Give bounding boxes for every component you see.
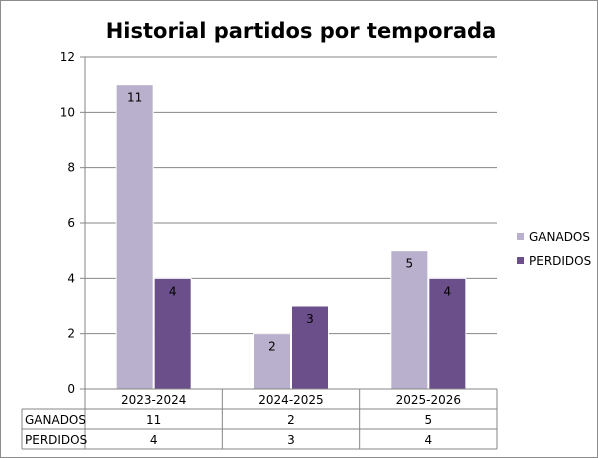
legend-swatch-ganados bbox=[517, 233, 524, 240]
data-label: 4 bbox=[169, 284, 177, 298]
data-table: 2023-2024 2024-2025 2025-2026 GANADOS 11 2 5 PE… bbox=[21, 388, 498, 450]
y-tick-label: 10 bbox=[60, 105, 75, 119]
bar-ganados-2024-2025 bbox=[253, 333, 291, 390]
bar-ganados-2023-2024 bbox=[115, 84, 154, 390]
table-row-label: GANADOS bbox=[25, 413, 86, 427]
bar-perdidos-2023-2024 bbox=[153, 277, 192, 390]
legend: GANADOS PERDIDOS bbox=[517, 230, 591, 268]
y-tick-label: 0 bbox=[67, 382, 75, 396]
x-tick-label: 2025-2026 bbox=[396, 393, 461, 407]
legend-label-ganados: GANADOS bbox=[529, 230, 590, 244]
y-axis-ticks: 0 2 4 6 8 10 12 bbox=[60, 50, 75, 396]
table-cell: 5 bbox=[425, 413, 433, 427]
y-tick-label: 6 bbox=[67, 216, 75, 230]
bars: 11 4 2 3 5 4 bbox=[115, 84, 467, 390]
data-label: 4 bbox=[444, 284, 452, 298]
table-cell: 4 bbox=[150, 433, 158, 447]
x-tick-label: 2024-2025 bbox=[258, 393, 323, 407]
y-tick-label: 2 bbox=[67, 327, 75, 341]
table-cell: 11 bbox=[146, 413, 161, 427]
bar-ganados-2025-2026 bbox=[390, 250, 429, 390]
table-cell: 2 bbox=[287, 413, 295, 427]
bar-perdidos-2024-2025 bbox=[291, 305, 329, 390]
chart-title: Historial partidos por temporada bbox=[106, 19, 497, 43]
legend-label-perdidos: PERDIDOS bbox=[529, 254, 591, 268]
table-cell: 3 bbox=[287, 433, 295, 447]
table-cell: 4 bbox=[425, 433, 433, 447]
data-label: 3 bbox=[306, 312, 314, 326]
y-tick-label: 12 bbox=[60, 50, 75, 64]
table-row-label: PERDIDOS bbox=[25, 433, 87, 447]
y-tick-label: 8 bbox=[67, 161, 75, 175]
legend-swatch-perdidos bbox=[517, 257, 524, 264]
y-tick-label: 4 bbox=[67, 271, 75, 285]
data-label: 2 bbox=[268, 340, 276, 354]
x-tick-label: 2023-2024 bbox=[121, 393, 186, 407]
data-label: 5 bbox=[406, 257, 414, 271]
data-label: 11 bbox=[127, 91, 142, 105]
